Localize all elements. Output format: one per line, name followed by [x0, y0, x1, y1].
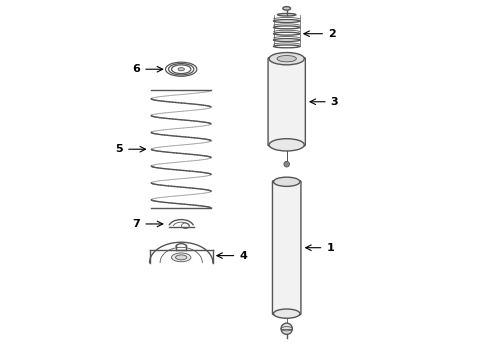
Ellipse shape [268, 139, 304, 151]
Ellipse shape [277, 55, 296, 62]
Ellipse shape [171, 253, 190, 262]
Text: 1: 1 [305, 243, 333, 253]
Ellipse shape [178, 68, 184, 71]
FancyBboxPatch shape [267, 58, 305, 146]
Text: 7: 7 [132, 219, 163, 229]
Text: 4: 4 [216, 251, 246, 261]
Ellipse shape [273, 309, 299, 318]
Circle shape [284, 161, 289, 167]
Ellipse shape [273, 177, 299, 186]
Ellipse shape [282, 6, 290, 10]
FancyBboxPatch shape [272, 181, 300, 315]
Text: 3: 3 [309, 97, 338, 107]
Ellipse shape [277, 13, 295, 16]
Text: 6: 6 [132, 64, 163, 74]
Ellipse shape [175, 255, 186, 260]
Ellipse shape [268, 53, 304, 65]
Text: 2: 2 [303, 29, 335, 39]
Circle shape [281, 323, 292, 334]
Text: 5: 5 [115, 144, 145, 154]
